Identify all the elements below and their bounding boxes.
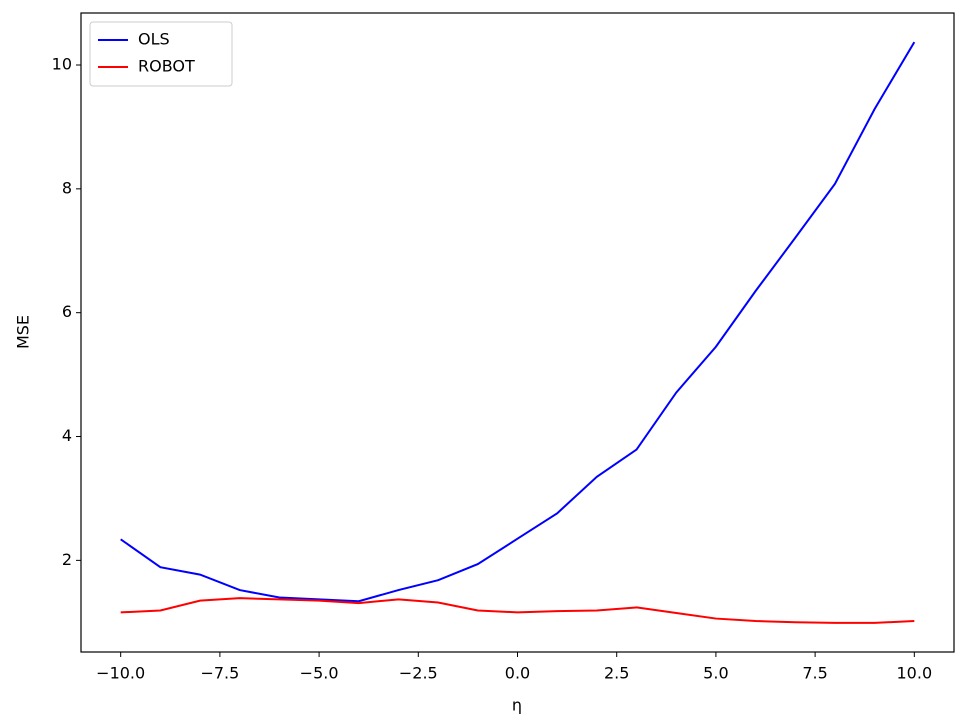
y-tick-label: 6 [62,302,72,321]
y-tick-label: 10 [52,55,72,74]
y-tick-label: 2 [62,550,72,569]
legend-label: OLS [138,30,170,49]
x-tick-label: −7.5 [200,664,239,683]
line-series [120,597,915,624]
x-tick-label: 10.0 [897,664,933,683]
line-series [120,41,916,603]
legend: OLS ROBOT [89,21,233,87]
x-tick-label: 7.5 [802,664,827,683]
legend-box [89,21,233,87]
plot-frame [80,12,955,653]
x-axis-label: η [512,696,522,715]
legend-label: ROBOT [138,57,195,76]
y-axis-label: MSE [14,315,33,349]
x-tick-label: −10.0 [96,664,145,683]
y-tick-label: 8 [62,178,72,197]
x-tick-label: 5.0 [703,664,728,683]
x-tick-label: −2.5 [399,664,438,683]
x-tick-label: 0.0 [505,664,530,683]
y-tick-label: 4 [62,426,72,445]
x-tick-label: 2.5 [604,664,629,683]
x-tick-label: −5.0 [300,664,339,683]
